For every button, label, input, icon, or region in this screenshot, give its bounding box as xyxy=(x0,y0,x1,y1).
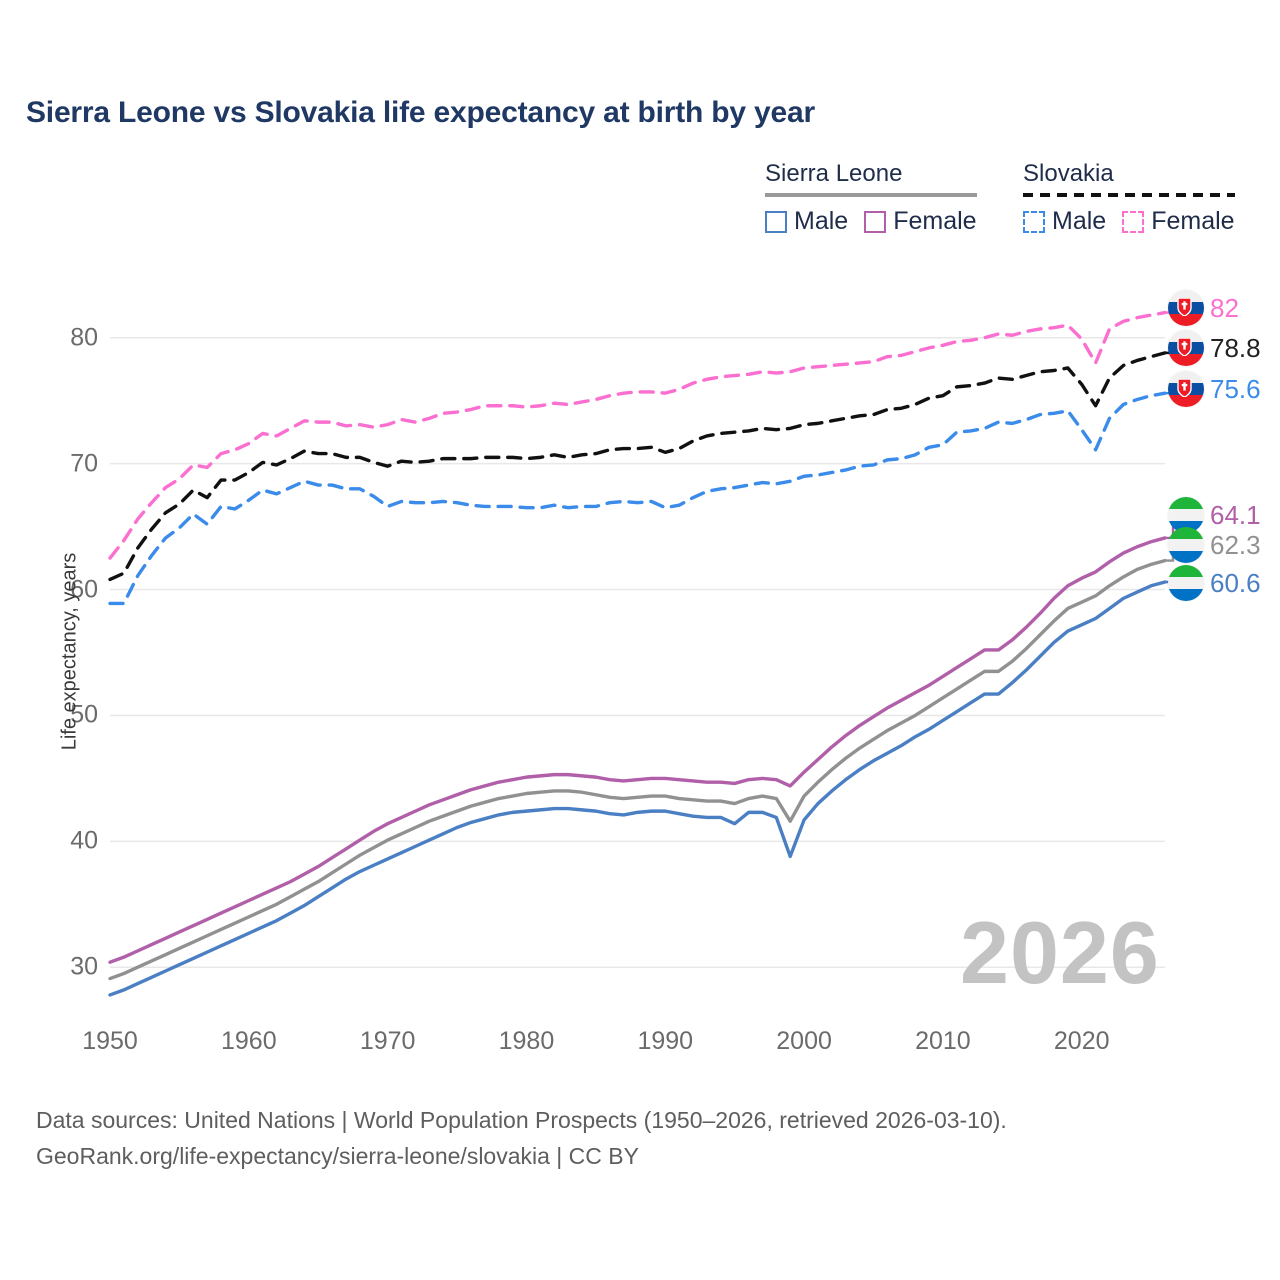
footer-line-2: GeoRank.org/life-expectancy/sierra-leone… xyxy=(36,1142,639,1169)
square-dashed-outline-icon xyxy=(1122,210,1145,233)
series-line-sierra-leone-female xyxy=(108,536,1167,964)
legend-item-label: Male xyxy=(1052,207,1107,235)
series-line-slovakia-male xyxy=(108,391,1167,606)
x-axis-tick: 1970 xyxy=(359,1027,416,1055)
sierra-leone-flag-icon xyxy=(1168,565,1204,601)
sierra-leone-flag-icon xyxy=(1168,497,1204,533)
chart-footer: Data sources: United Nations | World Pop… xyxy=(36,1103,1007,1174)
y-axis-label: Life expectancy, years xyxy=(58,552,81,751)
legend-group-sierra-leone: Sierra Leone Male Female xyxy=(765,160,977,236)
y-axis-tick: 70 xyxy=(70,449,98,478)
year-watermark: 2026 xyxy=(960,903,1160,1002)
y-axis-tick: 40 xyxy=(70,826,98,855)
chart-legend: Sierra Leone Male Female Slovakia Male F… xyxy=(760,160,1260,240)
end-label-value: 60.6 xyxy=(1210,567,1261,598)
legend-item-label: Female xyxy=(1151,207,1235,235)
end-label: 78.8 xyxy=(1168,330,1261,366)
end-label-value: 75.6 xyxy=(1210,373,1261,404)
series-line-slovakia-female xyxy=(108,310,1167,560)
legend-item-sk-male[interactable]: Male xyxy=(1023,207,1106,236)
legend-item-label: Female xyxy=(893,207,977,235)
y-axis-tick: 60 xyxy=(70,575,98,604)
y-axis-tick: 80 xyxy=(70,323,98,352)
legend-item-label: Male xyxy=(794,207,849,235)
footer-line-1: Data sources: United Nations | World Pop… xyxy=(36,1107,1007,1133)
x-axis-tick: 1980 xyxy=(498,1027,555,1055)
legend-rule-solid xyxy=(765,193,977,197)
y-axis-tick: 50 xyxy=(70,700,98,729)
square-outline-icon xyxy=(864,210,887,233)
end-label: 64.1 xyxy=(1168,497,1261,533)
legend-group-slovakia: Slovakia Male Female xyxy=(1023,160,1235,236)
x-axis-tick: 1990 xyxy=(637,1027,694,1055)
end-label: 75.6 xyxy=(1168,371,1261,407)
end-label-value: 64.1 xyxy=(1210,499,1261,530)
x-axis-tick: 1960 xyxy=(221,1027,277,1055)
end-label-value: 62.3 xyxy=(1210,529,1261,560)
end-label-value: 78.8 xyxy=(1210,332,1261,363)
end-label: 60.6 xyxy=(1168,565,1261,601)
slovakia-flag-icon xyxy=(1168,290,1204,326)
legend-item-sk-female[interactable]: Female xyxy=(1122,207,1235,236)
x-axis-tick: 2010 xyxy=(915,1027,971,1055)
x-axis-tick: 2000 xyxy=(776,1027,832,1055)
end-label-value: 82 xyxy=(1210,292,1239,323)
series-line-slovakia-both xyxy=(108,351,1167,582)
x-axis-tick: 2020 xyxy=(1053,1027,1110,1055)
slovakia-flag-icon xyxy=(1168,330,1204,366)
legend-group-title: Slovakia xyxy=(1023,160,1114,187)
end-label: 62.3 xyxy=(1168,527,1261,563)
y-axis-tick: 30 xyxy=(70,952,98,981)
end-label: 82 xyxy=(1168,290,1239,326)
slovakia-flag-icon xyxy=(1168,371,1204,407)
x-axis-tick: 1950 xyxy=(82,1027,138,1055)
legend-rule-dashed xyxy=(1023,193,1235,197)
page-title: Sierra Leone vs Slovakia life expectancy… xyxy=(26,96,815,129)
legend-group-title: Sierra Leone xyxy=(765,160,903,187)
series-line-sierra-leone-both xyxy=(108,558,1167,981)
square-outline-icon xyxy=(765,210,787,233)
legend-item-sl-male[interactable]: Male xyxy=(765,207,848,236)
series-line-sierra-leone-male xyxy=(108,580,1167,997)
legend-item-sl-female[interactable]: Female xyxy=(864,207,977,236)
sierra-leone-flag-icon xyxy=(1168,527,1204,563)
square-dashed-outline-icon xyxy=(1023,210,1045,233)
